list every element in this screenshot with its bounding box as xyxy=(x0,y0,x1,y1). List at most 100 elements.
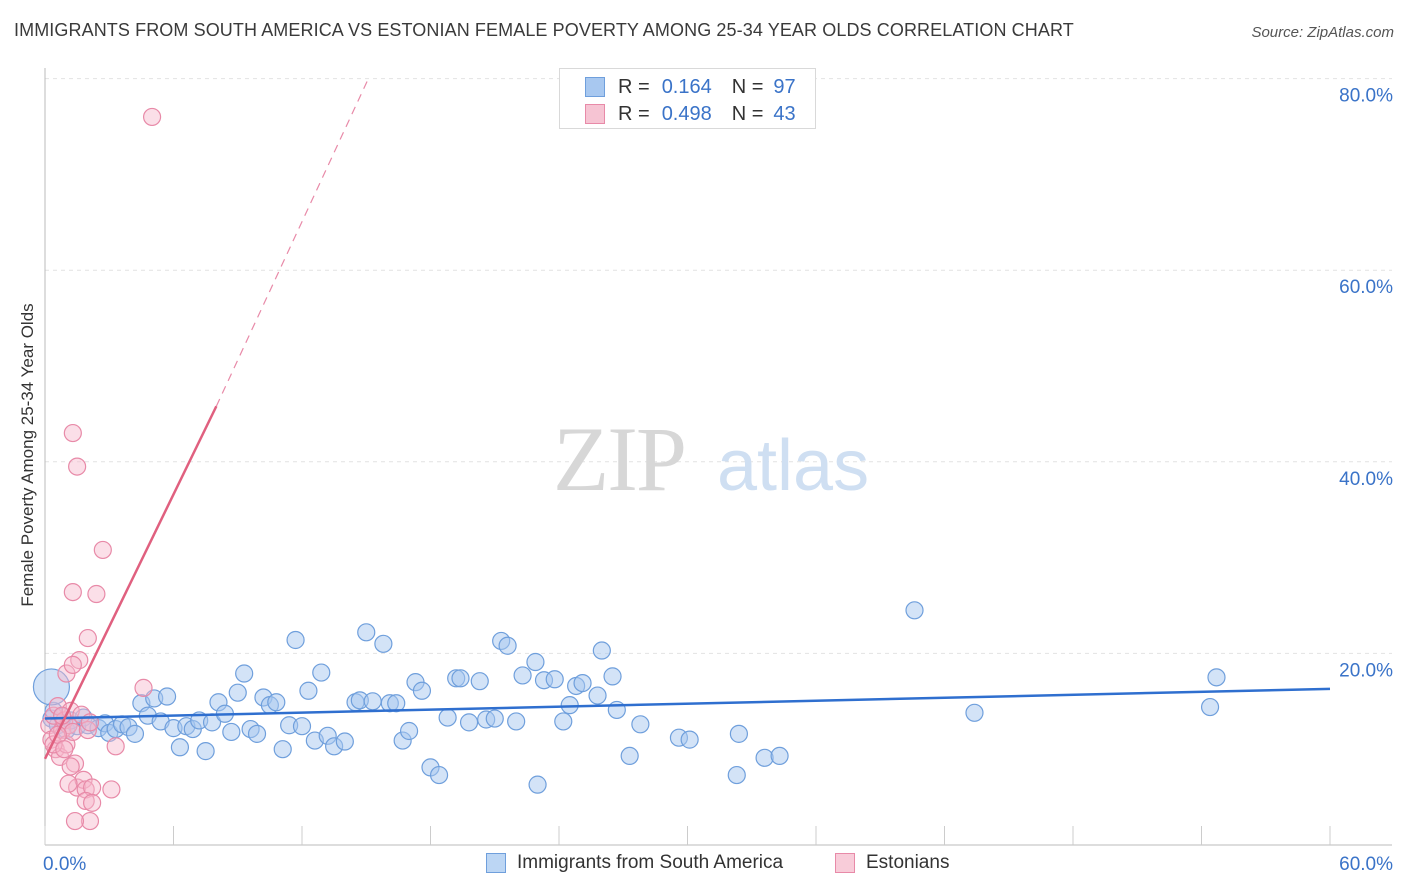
data-point-immigrants xyxy=(727,765,746,785)
data-point-immigrants xyxy=(588,686,607,705)
data-point-immigrants xyxy=(507,712,526,731)
legend-n-label: N = xyxy=(731,75,764,98)
data-point-immigrants xyxy=(196,742,215,761)
data-point-estonians xyxy=(63,582,82,602)
series-immigrants-south-america xyxy=(32,601,1226,794)
trendlines xyxy=(43,78,1331,760)
legend-swatch-blue xyxy=(585,77,605,97)
data-point-immigrants xyxy=(526,652,545,672)
data-point-immigrants xyxy=(286,630,305,650)
data-point-immigrants xyxy=(459,713,479,732)
data-point-estonians xyxy=(87,584,106,604)
data-point-estonians xyxy=(65,811,85,831)
data-point-immigrants xyxy=(273,740,292,759)
data-point-immigrants xyxy=(412,681,432,700)
watermark-atlas: atlas xyxy=(717,426,869,506)
data-point-estonians xyxy=(55,740,74,759)
trendline-immigrants xyxy=(44,687,1331,720)
data-point-immigrants xyxy=(554,712,573,731)
gridlines xyxy=(45,78,1392,654)
data-point-immigrants xyxy=(905,601,924,620)
data-point-estonians xyxy=(134,678,153,697)
data-point-immigrants xyxy=(680,730,699,749)
x-tick-label: 60.0% xyxy=(1339,854,1393,875)
data-point-estonians xyxy=(63,423,82,443)
data-point-immigrants xyxy=(125,724,145,743)
data-point-immigrants xyxy=(429,765,449,785)
data-point-immigrants xyxy=(592,641,611,660)
legend-row-blue: R = 0.164 N = 97 xyxy=(585,75,796,99)
data-point-immigrants xyxy=(363,692,382,711)
y-tick-label: 80.0% xyxy=(1339,86,1393,107)
data-point-immigrants xyxy=(170,738,190,757)
data-point-immigrants xyxy=(513,666,532,685)
data-point-immigrants xyxy=(545,670,564,689)
legend-item-immigrants[interactable]: Immigrants from South America xyxy=(486,852,783,874)
data-point-immigrants xyxy=(631,715,650,734)
data-point-immigrants xyxy=(387,694,406,713)
legend-n-label: N = xyxy=(731,102,764,125)
data-point-estonians xyxy=(76,791,95,811)
watermark-zip: ZIP xyxy=(553,408,685,510)
data-point-immigrants xyxy=(228,683,247,702)
data-point-estonians xyxy=(93,540,112,560)
data-point-immigrants xyxy=(157,687,177,706)
data-point-estonians xyxy=(83,793,102,812)
data-point-immigrants xyxy=(470,672,489,691)
legend-r-value: 0.164 xyxy=(661,75,712,98)
data-point-immigrants xyxy=(755,748,774,767)
data-point-immigrants xyxy=(399,721,419,741)
legend-r-label: R = xyxy=(618,75,650,98)
data-point-immigrants xyxy=(485,709,504,728)
trendline-estonians xyxy=(43,405,218,760)
data-point-immigrants xyxy=(573,673,592,693)
data-point-immigrants xyxy=(222,722,241,742)
data-point-immigrants xyxy=(247,724,267,743)
data-point-immigrants xyxy=(374,634,393,653)
data-point-immigrants xyxy=(235,664,254,683)
series-legend: Immigrants from South America Estonians xyxy=(0,852,1406,878)
legend-swatch-pink xyxy=(585,104,605,124)
axes xyxy=(44,68,1392,846)
data-point-immigrants xyxy=(335,732,354,751)
data-point-immigrants xyxy=(357,623,376,642)
data-point-immigrants xyxy=(438,708,457,727)
legend-swatch-pink xyxy=(835,853,855,873)
data-point-immigrants xyxy=(770,746,789,766)
legend-label-immigrants: Immigrants from South America xyxy=(517,852,784,873)
data-point-immigrants xyxy=(451,669,470,688)
correlation-legend: R = 0.164 N = 97 R = 0.498 N = 43 xyxy=(559,68,816,129)
data-point-immigrants xyxy=(312,663,331,682)
data-point-immigrants xyxy=(498,636,517,655)
chart-source: Source: ZipAtlas.com xyxy=(1251,24,1394,41)
data-point-immigrants xyxy=(528,775,547,794)
data-point-estonians xyxy=(59,774,78,793)
legend-r-label: R = xyxy=(618,102,650,125)
data-point-estonians xyxy=(61,757,80,776)
data-point-immigrants xyxy=(603,667,622,686)
data-point-estonians xyxy=(68,457,87,476)
data-point-immigrants xyxy=(267,693,286,712)
x-tick-label: 0.0% xyxy=(43,854,86,875)
legend-swatch-blue xyxy=(486,853,506,873)
data-point-immigrants xyxy=(1200,697,1220,717)
y-tick-label: 60.0% xyxy=(1339,277,1393,298)
legend-n-value: 97 xyxy=(773,75,796,98)
legend-n-value: 43 xyxy=(773,102,796,125)
data-point-estonians xyxy=(142,107,162,127)
data-point-immigrants xyxy=(729,724,749,743)
legend-row-pink: R = 0.498 N = 43 xyxy=(585,102,796,126)
trendline-estonians-extension xyxy=(215,78,369,407)
data-point-estonians xyxy=(106,737,125,756)
data-point-immigrants xyxy=(292,717,312,736)
data-point-immigrants xyxy=(299,681,318,700)
data-point-estonians xyxy=(78,628,97,648)
data-point-estonians xyxy=(80,811,100,831)
data-point-estonians xyxy=(102,780,121,799)
y-tick-label: 20.0% xyxy=(1339,660,1393,681)
chart-title: IMMIGRANTS FROM SOUTH AMERICA VS ESTONIA… xyxy=(14,20,1074,40)
data-point-immigrants xyxy=(620,746,639,766)
legend-label-estonians: Estonians xyxy=(866,852,950,873)
legend-item-estonians[interactable]: Estonians xyxy=(835,852,949,874)
